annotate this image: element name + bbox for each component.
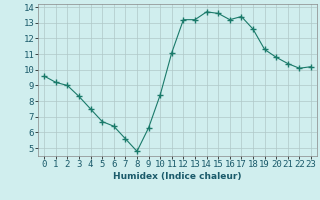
X-axis label: Humidex (Indice chaleur): Humidex (Indice chaleur) <box>113 172 242 181</box>
